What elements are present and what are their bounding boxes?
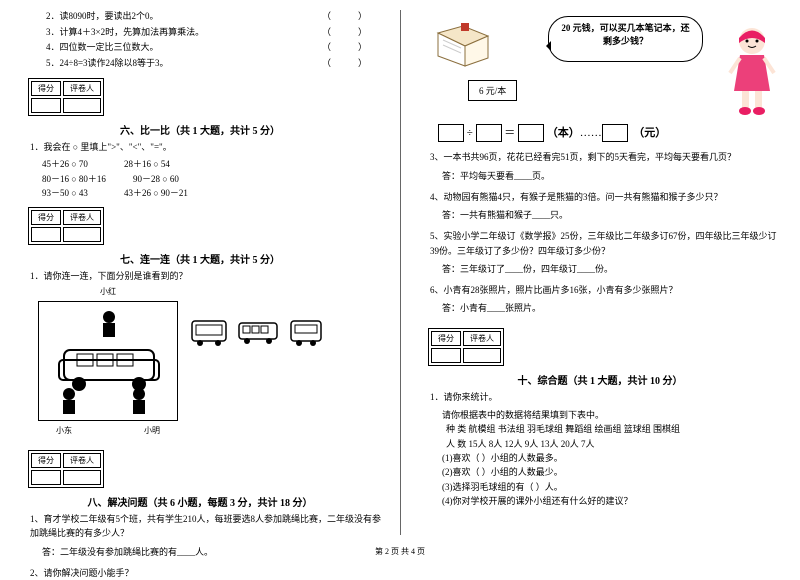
judge-item-4: 4．四位数一定比三位数大。 （ ） [18,41,382,55]
q8-1: 1、育才学校二年级有5个班，共有学生210人，每班要选8人参加跳绳比赛，二年级没… [30,512,382,541]
item-text: 四位数一定比三位数大。 [60,42,159,52]
q10-1: 1．请你来统计。 [430,390,782,404]
q6-1: 1．我会在 ○ 里填上">"、"<"、"="。 [30,140,382,154]
cmp: 90－28 ○ 60 [133,174,179,184]
grader-label: 评卷人 [463,331,501,346]
item-text: 24÷8=3读作24除以8等于3。 [60,58,169,68]
ans5: 答：三年级订了____份，四年级订____份。 [442,262,782,275]
score-label: 得分 [31,453,61,468]
q6: 6、小青有28张照片，照片比画片多16张，小青有多少张照片？ [430,283,782,297]
grader-label: 评卷人 [63,210,101,225]
judge-item-3: 3．计算4＋3×2时，先算加法再算乘法。 （ ） [18,26,382,40]
compare-row-1: 45＋26 ○ 70 28＋16 ○ 54 [42,157,382,171]
car-people-icon [39,302,177,420]
section-8-title: 八、解决问题（共 6 小题，每题 3 分，共计 18 分） [18,494,382,509]
unit: （元） [639,127,667,139]
q3: 3、一本书共96页，花花已经看完51页，剩下的5天看完，平均每天要看几页？ [430,150,782,164]
score-box-8: 得分评卷人 [28,450,104,488]
q10-1-sub: 请你根据表中的数据将结果填到下表中。 [442,408,782,422]
paren: （ ） [322,41,367,55]
sub-3: (3)选择羽毛球组的有（ ）人。 [442,480,782,494]
score-box-6: 得分评卷人 [28,78,104,116]
sub-4: (4)你对学校开展的课外小组还有什么好的建议？ [442,494,782,508]
q5: 5、实验小学二年级订《数学报》25份，三年级比二年级多订67份，四年级比三年级少… [430,229,782,258]
score-box-10: 得分评卷人 [428,328,504,366]
cmp: 80－16 ○ 80＋16 [42,174,106,184]
q7-1: 1．请你连一连，下面分别是谁看到的？ [30,269,382,283]
formula-line: ÷ ＝ （本）…… （元） [438,124,782,142]
picture-scene [38,301,178,421]
sub-1: (1)喜欢（ ）小组的人数最多。 [442,451,782,465]
cmp: 28＋16 ○ 54 [124,159,170,169]
speech-bubble: 20 元钱，可以买几本笔记本，还剩多少钱？ [548,16,703,62]
unit: （本） [547,127,580,139]
judge-item-2: 2．读8090时，要读出2个0。 （ ） [18,10,382,24]
blank-box[interactable] [438,124,464,142]
item-num: 2． [46,11,60,21]
item-num: 4． [46,42,60,52]
cmp: 43＋26 ○ 90－21 [124,188,188,198]
grader-label: 评卷人 [63,81,101,96]
q4: 4、动物园有熊猫4只，有猴子是熊猫的3倍。问一共有熊猫和猴子多少只？ [430,190,782,204]
price-label: 6 元/本 [468,80,517,101]
name-right: 小明 [144,425,160,436]
paren: （ ） [322,10,367,24]
item-num: 3． [46,27,60,37]
notebook-icon [433,18,498,68]
score-label: 得分 [431,331,461,346]
grader-label: 评卷人 [63,453,101,468]
cmp: 93－50 ○ 43 [42,188,88,198]
page-footer: 第 2 页 共 4 页 [0,546,800,557]
bus-side-icon [237,317,279,347]
name-left: 小东 [56,425,72,436]
sub-2: (2)喜欢（ ）小组的人数最少。 [442,465,782,479]
stat-values: 人 数 15人 8人 12人 9人 13人 20人 7人 [446,437,782,451]
judge-item-5: 5．24÷8=3读作24除以8等于3。 （ ） [18,57,382,71]
q8-2: 2、请你解决问题小能手？ [30,566,382,580]
dots: …… [580,127,602,139]
section-6-title: 六、比一比（共 1 大题，共计 5 分） [18,122,382,137]
score-label: 得分 [31,81,61,96]
section-10-title: 十、综合题（共 1 大题，共计 10 分） [418,372,782,387]
bus-front-icon [188,317,230,347]
item-num: 5． [46,58,60,68]
blank-box[interactable] [518,124,544,142]
compare-row-2: 80－16 ○ 80＋16 90－28 ○ 60 [42,172,382,186]
section-7-title: 七、连一连（共 1 大题，共计 5 分） [18,251,382,266]
girl-icon [722,23,782,118]
notebook-problem: 20 元钱，可以买几本笔记本，还剩多少钱？ 6 元/本 [418,8,782,118]
right-column: 20 元钱，可以买几本笔记本，还剩多少钱？ 6 元/本 ÷ ＝ （本）…… （元… [400,0,800,540]
stat-headers: 种 类 航模组 书法组 羽毛球组 舞蹈组 绘画组 篮球组 围棋组 [446,422,782,436]
left-column: 2．读8090时，要读出2个0。 （ ） 3．计算4＋3×2时，先算加法再算乘法。… [0,0,400,540]
bus-back-icon [285,317,327,347]
compare-row-3: 93－50 ○ 43 43＋26 ○ 90－21 [42,186,382,200]
name-top: 小红 [38,286,178,297]
ans6: 答：小青有____张照片。 [442,301,782,314]
blank-box[interactable] [476,124,502,142]
paren: （ ） [322,26,367,40]
score-box-7: 得分评卷人 [28,207,104,245]
paren: （ ） [322,57,367,71]
bus-options [186,317,329,347]
ans3: 答：平均每天要看____页。 [442,169,782,182]
item-text: 计算4＋3×2时，先算加法再算乘法。 [60,27,205,37]
cmp: 45＋26 ○ 70 [42,159,88,169]
item-text: 读8090时，要读出2个0。 [60,11,159,21]
score-label: 得分 [31,210,61,225]
blank-box[interactable] [602,124,628,142]
ans4: 答：一共有熊猫和猴子____只。 [442,208,782,221]
